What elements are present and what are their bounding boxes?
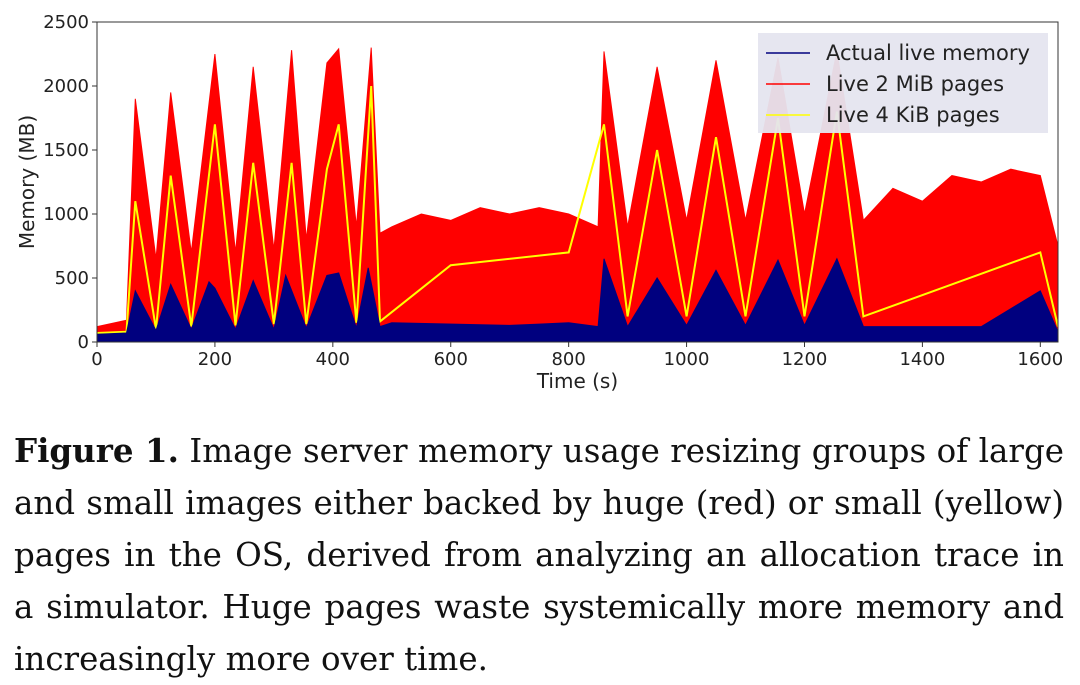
axes: 0 500 1000 1500 2000 2500 0 200 400 600 800 1000 120…	[15, 12, 1063, 393]
y-tick-label: 1000	[43, 204, 89, 225]
legend-box	[758, 33, 1048, 133]
figure-caption: Figure 1. Image server memory usage resi…	[14, 425, 1064, 685]
x-tick-label: 0	[91, 349, 102, 370]
caption-text: Image server memory usage resizing group…	[14, 432, 1064, 678]
series-area-live-2-mib-pages	[97, 47, 1058, 342]
y-tick-label: 2000	[43, 76, 89, 97]
series-area-actual-live-memory	[97, 257, 1058, 342]
plot-frame	[96, 21, 1059, 343]
x-tick-label: 400	[316, 349, 350, 370]
y-tick-label: 2500	[43, 12, 89, 33]
x-tick-label: 800	[551, 349, 585, 370]
legend-label-live-2-mib-pages: Live 2 MiB pages	[826, 72, 1004, 96]
x-tick-label: 1000	[664, 349, 710, 370]
x-tick-label: 200	[198, 349, 232, 370]
x-tick-label: 1600	[1017, 349, 1063, 370]
y-tick-label: 0	[78, 332, 89, 353]
x-tick-label: 600	[434, 349, 468, 370]
chart-svg: 0 500 1000 1500 2000 2500 0 200 400 600 800 1000 120…	[15, 12, 1063, 393]
x-tick-label: 1200	[782, 349, 828, 370]
x-tick-label: 1400	[899, 349, 945, 370]
y-axis-label: Memory (MB)	[15, 115, 39, 249]
series-areas	[97, 47, 1058, 342]
memory-usage-chart: 0 500 1000 1500 2000 2500 0 200 400 600 800 1000 120…	[15, 12, 1063, 393]
caption-label: Figure 1.	[14, 431, 179, 470]
legend: Actual live memory Live 2 MiB pages Live 4…	[758, 33, 1048, 133]
legend-label-actual-live-memory: Actual live memory	[826, 41, 1030, 65]
legend-label-live-4-kib-pages: Live 4 KiB pages	[826, 103, 1000, 127]
x-axis-label: Time (s)	[536, 369, 618, 393]
y-tick-label: 1500	[43, 140, 89, 161]
y-tick-label: 500	[55, 268, 89, 289]
